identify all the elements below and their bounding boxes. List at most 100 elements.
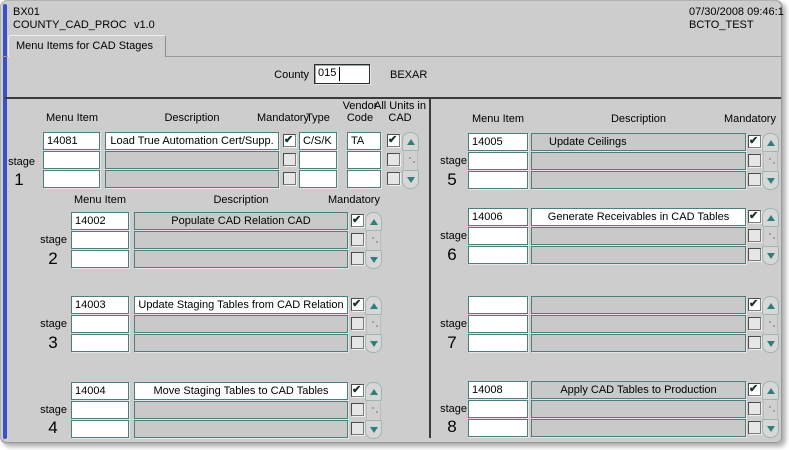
description-field[interactable]: Move Staging Tables to CAD Tables	[134, 382, 348, 400]
scroll-up-button[interactable]	[365, 382, 382, 401]
description-field[interactable]	[134, 334, 348, 352]
all-units-checkbox[interactable]	[387, 133, 400, 147]
scroll-down-button[interactable]	[762, 419, 779, 438]
menu-item-field[interactable]	[468, 296, 528, 314]
all-units-checkbox[interactable]	[387, 172, 400, 185]
menu-item-field[interactable]	[468, 334, 528, 352]
menu-item-field[interactable]: 14006	[468, 208, 528, 226]
mandatory-checkbox[interactable]	[351, 422, 364, 435]
vendor-code-field[interactable]	[347, 151, 381, 169]
menu-item-field[interactable]	[43, 151, 100, 169]
description-field[interactable]	[134, 315, 348, 333]
mandatory-checkbox[interactable]	[748, 402, 761, 415]
menu-item-field[interactable]	[468, 419, 528, 437]
scroll-track[interactable]	[763, 227, 778, 246]
scroll-down-button[interactable]	[762, 171, 779, 190]
type-field[interactable]: C/S/K	[299, 132, 337, 150]
description-field[interactable]: Apply CAD Tables to Production	[531, 381, 746, 399]
description-field[interactable]	[531, 315, 746, 333]
mandatory-checkbox[interactable]	[283, 133, 296, 147]
mandatory-checkbox[interactable]	[351, 336, 364, 349]
vendor-code-field[interactable]: TA	[347, 132, 381, 150]
mandatory-checkbox[interactable]	[748, 229, 761, 242]
menu-item-field[interactable]	[71, 334, 129, 352]
mandatory-checkbox[interactable]	[351, 383, 364, 397]
mandatory-checkbox[interactable]	[748, 382, 761, 396]
menu-item-field[interactable]	[71, 315, 129, 333]
description-field[interactable]	[134, 231, 348, 249]
mandatory-checkbox[interactable]	[351, 213, 364, 227]
mandatory-checkbox[interactable]	[748, 336, 761, 349]
type-field[interactable]	[299, 170, 337, 188]
vendor-code-field[interactable]	[347, 170, 381, 188]
mandatory-checkbox[interactable]	[748, 248, 761, 261]
scroll-track[interactable]	[366, 401, 381, 420]
description-field[interactable]	[531, 334, 746, 352]
mandatory-checkbox[interactable]	[748, 154, 761, 167]
scroll-up-button[interactable]	[762, 296, 779, 315]
mandatory-checkbox[interactable]	[351, 233, 364, 246]
mandatory-checkbox[interactable]	[351, 297, 364, 311]
description-field[interactable]	[531, 400, 746, 418]
description-field[interactable]	[105, 170, 279, 188]
mandatory-checkbox[interactable]	[351, 317, 364, 330]
description-field[interactable]: Populate CAD Relation CAD	[134, 212, 348, 230]
description-field[interactable]	[531, 227, 746, 245]
scroll-up-button[interactable]	[762, 208, 779, 227]
mandatory-checkbox[interactable]	[748, 297, 761, 311]
scroll-down-button[interactable]	[402, 170, 419, 189]
menu-item-field[interactable]	[71, 250, 129, 268]
description-field[interactable]: Update Ceilings	[531, 133, 746, 151]
menu-item-field[interactable]	[468, 152, 528, 170]
menu-item-field[interactable]	[71, 420, 129, 438]
menu-item-field[interactable]	[468, 315, 528, 333]
description-field[interactable]	[134, 420, 348, 438]
mandatory-checkbox[interactable]	[748, 173, 761, 186]
menu-item-field[interactable]: 14008	[468, 381, 528, 399]
description-field[interactable]	[134, 401, 348, 419]
menu-item-field[interactable]	[468, 171, 528, 189]
description-field[interactable]	[134, 250, 348, 268]
menu-item-field[interactable]	[43, 170, 100, 188]
scroll-up-button[interactable]	[762, 133, 779, 152]
description-field[interactable]: Generate Receivables in CAD Tables	[531, 208, 746, 226]
scroll-track[interactable]	[366, 315, 381, 334]
tab-menu-items-for-cad-stages[interactable]: Menu Items for CAD Stages	[8, 35, 166, 57]
scroll-down-button[interactable]	[365, 250, 382, 269]
type-field[interactable]	[299, 151, 337, 169]
scroll-down-button[interactable]	[762, 246, 779, 265]
menu-item-field[interactable]: 14081	[43, 132, 100, 150]
mandatory-checkbox[interactable]	[283, 172, 296, 185]
description-field[interactable]	[531, 296, 746, 314]
all-units-checkbox[interactable]	[387, 153, 400, 166]
mandatory-checkbox[interactable]	[748, 134, 761, 148]
scroll-down-button[interactable]	[365, 420, 382, 439]
scroll-down-button[interactable]	[762, 334, 779, 353]
mandatory-checkbox[interactable]	[283, 153, 296, 166]
mandatory-checkbox[interactable]	[748, 317, 761, 330]
mandatory-checkbox[interactable]	[351, 403, 364, 416]
scroll-down-button[interactable]	[365, 334, 382, 353]
description-field[interactable]	[531, 152, 746, 170]
scroll-track[interactable]	[403, 151, 418, 170]
scroll-up-button[interactable]	[762, 381, 779, 400]
description-field[interactable]	[531, 171, 746, 189]
description-field[interactable]: Update Staging Tables from CAD Relation	[134, 296, 348, 314]
menu-item-field[interactable]	[71, 231, 129, 249]
scroll-track[interactable]	[763, 400, 778, 419]
scroll-up-button[interactable]	[365, 212, 382, 231]
scroll-track[interactable]	[763, 315, 778, 334]
scroll-up-button[interactable]	[365, 296, 382, 315]
county-input[interactable]: 015	[314, 64, 370, 84]
description-field[interactable]	[105, 151, 279, 169]
menu-item-field[interactable]	[468, 246, 528, 264]
mandatory-checkbox[interactable]	[748, 421, 761, 434]
scroll-up-button[interactable]	[402, 132, 419, 151]
menu-item-field[interactable]: 14005	[468, 133, 528, 151]
menu-item-field[interactable]: 14004	[71, 382, 129, 400]
description-field[interactable]	[531, 419, 746, 437]
menu-item-field[interactable]: 14003	[71, 296, 129, 314]
menu-item-field[interactable]	[468, 227, 528, 245]
mandatory-checkbox[interactable]	[748, 209, 761, 223]
description-field[interactable]: Load True Automation Cert/Supp.	[105, 132, 279, 150]
